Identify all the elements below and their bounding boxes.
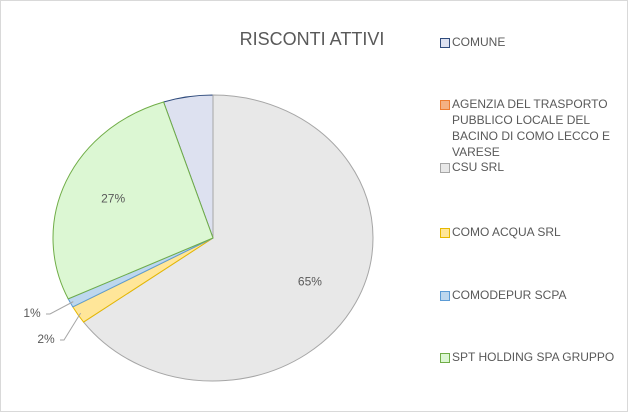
legend-label: COMO ACQUA SRL bbox=[452, 225, 561, 239]
legend-label: COMUNE bbox=[452, 35, 506, 49]
leader-line bbox=[46, 301, 74, 315]
legend-swatch bbox=[440, 38, 450, 48]
legend-swatch bbox=[440, 353, 450, 363]
legend-swatch bbox=[440, 163, 450, 173]
data-label: 2% bbox=[37, 332, 55, 346]
legend-label: COMODEPUR SCPA bbox=[452, 288, 567, 302]
data-label: 27% bbox=[101, 192, 125, 206]
data-label: 1% bbox=[23, 306, 41, 320]
pie-slice bbox=[82, 94, 374, 382]
legend-swatch bbox=[440, 291, 450, 301]
pie-slice bbox=[52, 101, 214, 300]
legend-label: SPT HOLDING SPA GRUPPO bbox=[452, 350, 615, 364]
data-label: 65% bbox=[298, 274, 322, 288]
legend-label: CSU SRL bbox=[452, 160, 505, 174]
legend-label: AGENZIA DEL TRASPORTO PUBBLICO LOCALE DE… bbox=[452, 97, 611, 159]
chart-title: RISCONTI ATTIVI bbox=[240, 29, 385, 49]
legend-swatch bbox=[440, 228, 450, 238]
legend-swatch bbox=[440, 100, 450, 110]
leader-line bbox=[60, 312, 82, 341]
